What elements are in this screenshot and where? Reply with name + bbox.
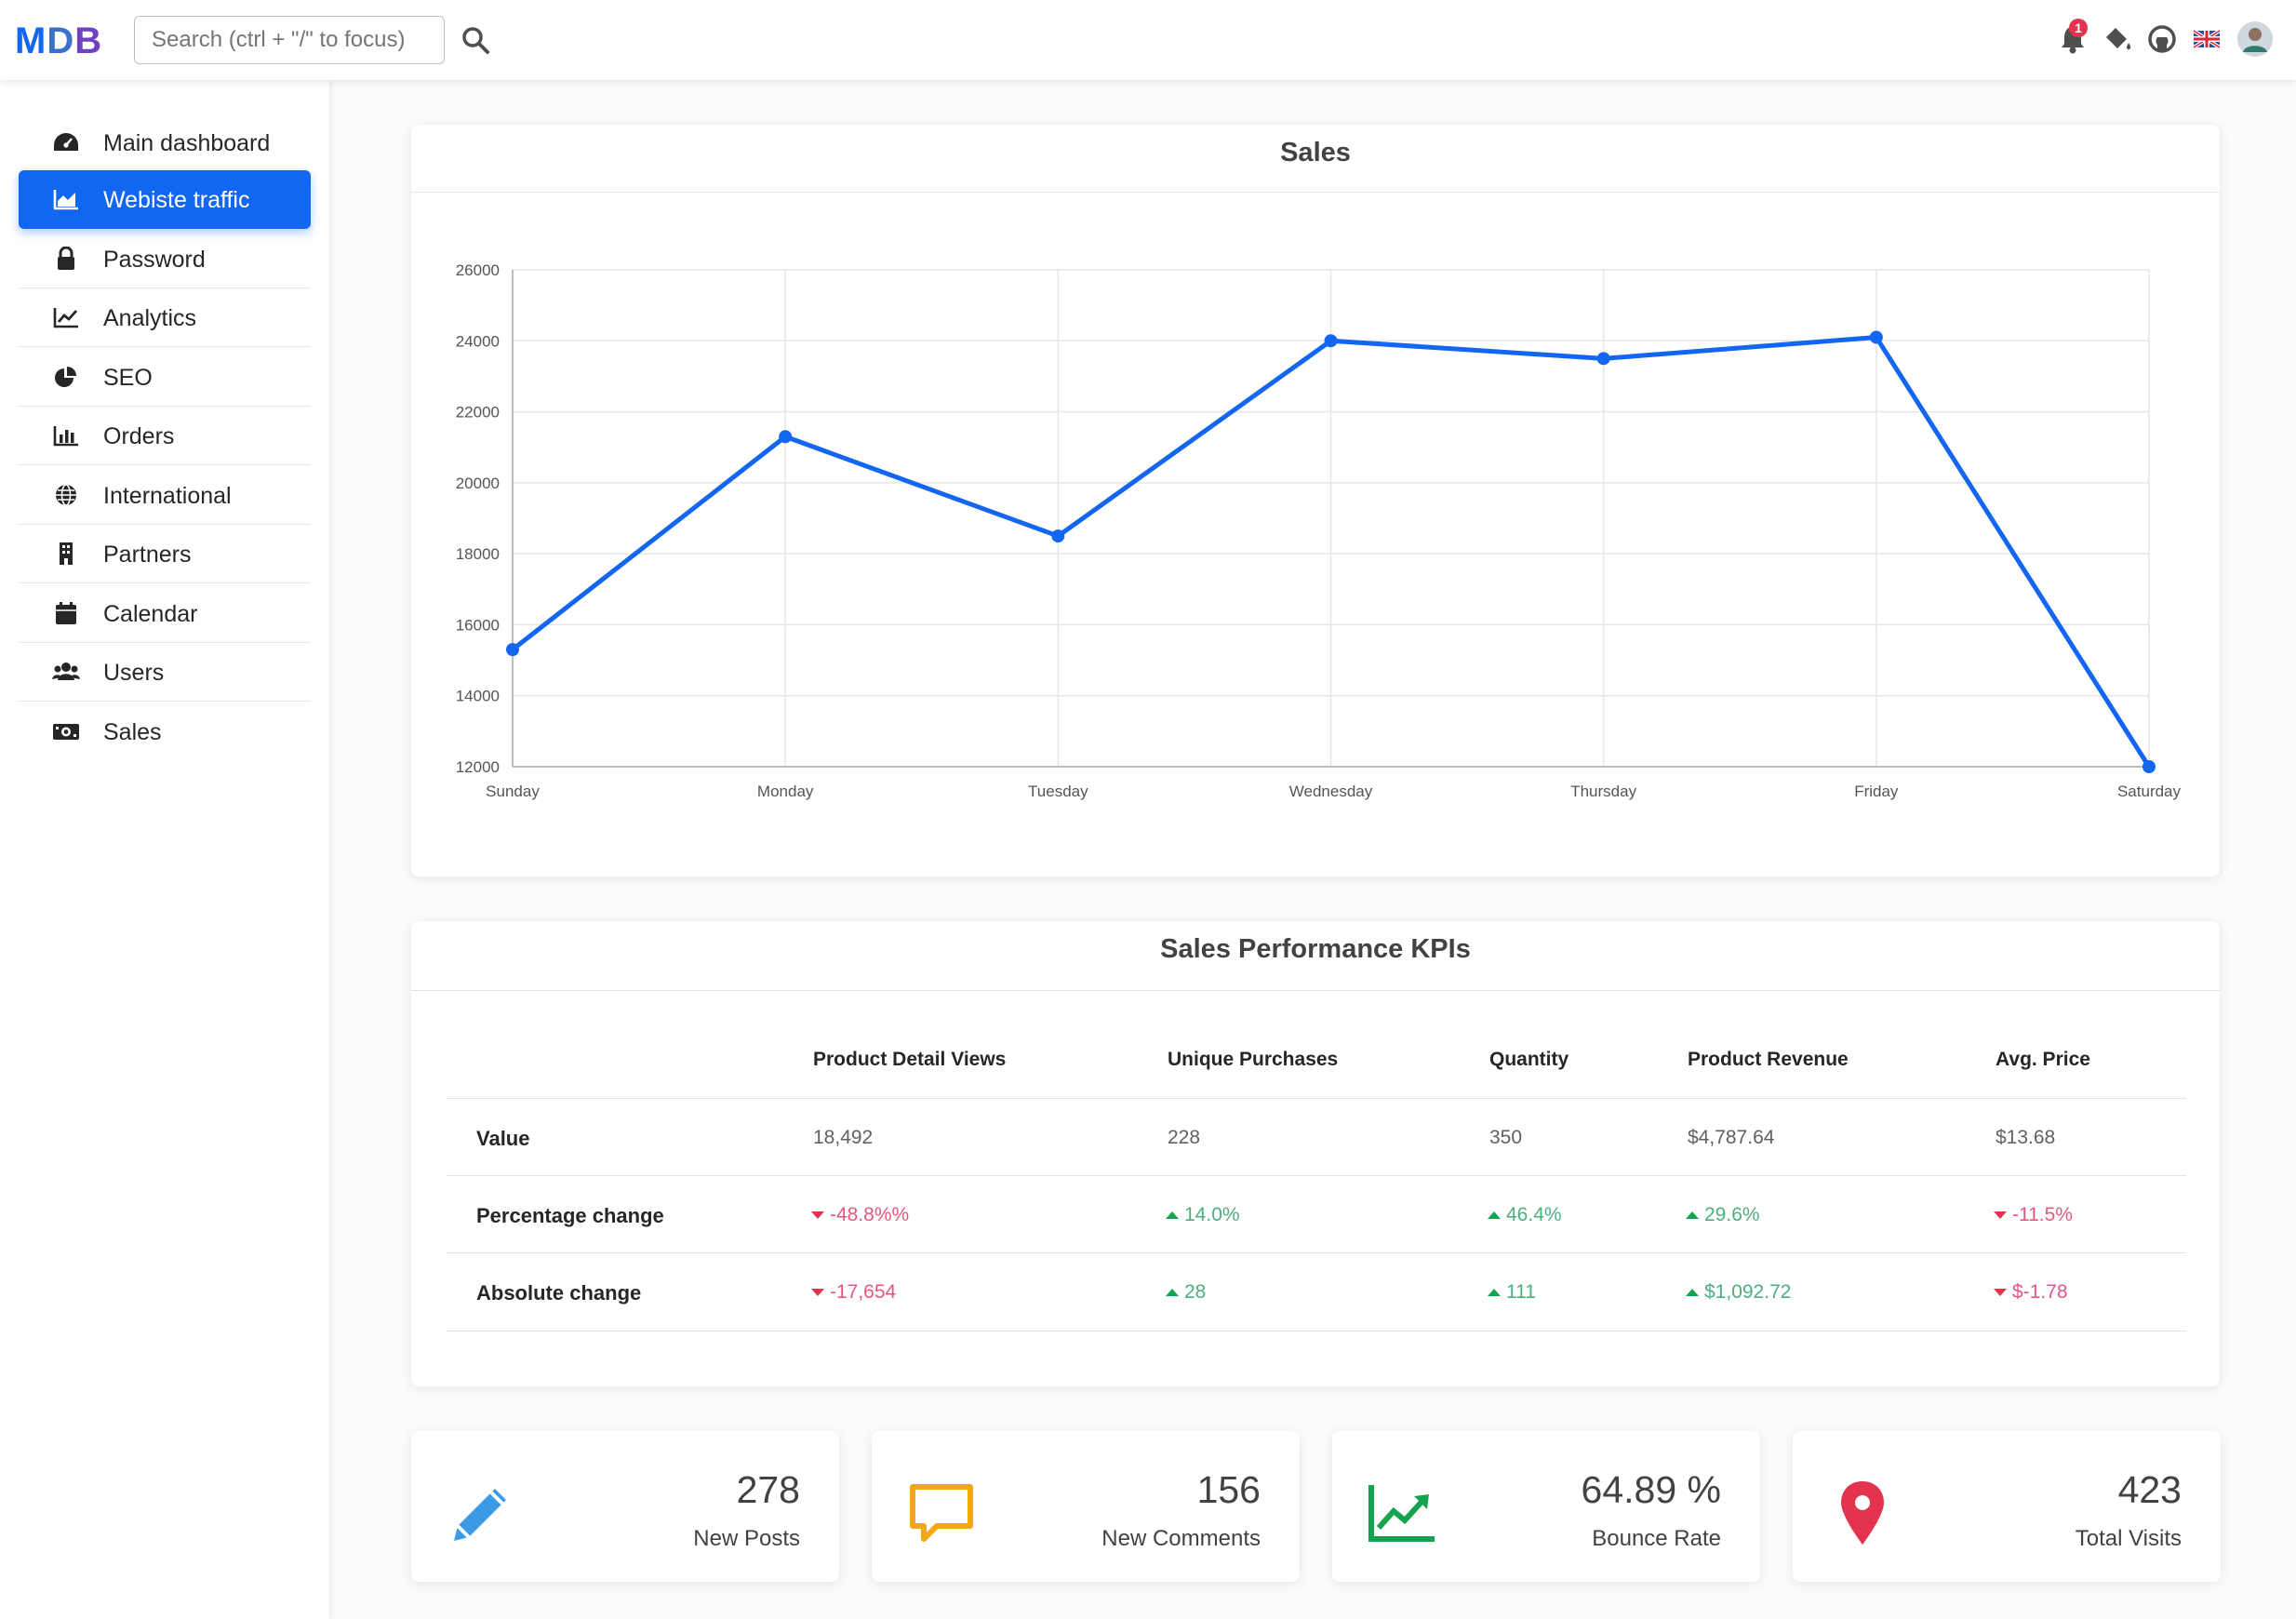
map-marker-icon — [1841, 1481, 1884, 1545]
stat-value: 64.89 % — [1581, 1468, 1721, 1511]
top-navbar: MDB 1 — [0, 0, 2296, 80]
gauge-icon — [54, 133, 78, 151]
caret-down-icon — [1994, 1211, 2007, 1220]
table-divider — [447, 1175, 2186, 1176]
table-cell: $13.68 — [1996, 1127, 2056, 1148]
stat-label: Total Visits — [2075, 1526, 2182, 1551]
sidebar-item-users[interactable]: Users — [19, 643, 311, 702]
table-cell: -17,654 — [811, 1281, 896, 1304]
table-cell: $4,787.64 — [1688, 1127, 1775, 1148]
divider — [411, 192, 2220, 193]
sidebar-item-partners[interactable]: Partners — [19, 525, 311, 583]
comment-icon — [910, 1484, 973, 1542]
sidebar-item-international[interactable]: International — [19, 466, 311, 525]
building-icon — [60, 542, 73, 565]
notification-badge: 1 — [2069, 19, 2088, 37]
kpi-card: Sales Performance KPIs — [411, 921, 2220, 1386]
caret-down-icon — [811, 1211, 824, 1220]
caret-up-icon — [1166, 1289, 1179, 1297]
stat-card-bounce-rate[interactable]: 64.89 % Bounce Rate — [1332, 1431, 1760, 1582]
sidebar-item-website-traffic[interactable]: Webiste traffic — [19, 170, 311, 229]
sidebar: Main dashboard Webiste traffic Password … — [0, 80, 329, 1619]
sidebar-item-orders[interactable]: Orders — [19, 407, 311, 465]
search-input[interactable] — [134, 16, 445, 64]
sidebar-item-password[interactable]: Password — [19, 230, 311, 288]
sales-card-title: Sales — [1280, 138, 1351, 167]
caret-down-icon — [811, 1289, 824, 1297]
bar-chart-icon — [53, 426, 78, 447]
row-label-value: Value — [476, 1127, 530, 1150]
caret-up-icon — [1686, 1211, 1699, 1220]
table-cell: 18,492 — [813, 1127, 874, 1148]
row-label-absolute-change: Absolute change — [476, 1281, 642, 1305]
table-cell: -11.5% — [1994, 1204, 2073, 1226]
mdb-logo[interactable]: MDB — [15, 20, 103, 61]
sidebar-item-seo[interactable]: SEO — [19, 348, 311, 407]
stat-value: 423 — [2117, 1468, 2182, 1511]
calendar-icon — [56, 602, 76, 624]
pencil-icon — [454, 1489, 506, 1541]
sidebar-item-calendar[interactable]: Calendar — [19, 584, 311, 643]
sidebar-item-main-dashboard[interactable]: Main dashboard — [19, 114, 311, 172]
pie-chart-icon — [55, 367, 76, 387]
users-icon — [52, 662, 80, 680]
search-icon[interactable] — [460, 24, 491, 56]
caret-up-icon — [1488, 1211, 1501, 1220]
table-cell: $1,092.72 — [1686, 1281, 1791, 1304]
avatar[interactable] — [2236, 20, 2274, 58]
stat-card-new-posts[interactable]: 278 New Posts — [411, 1431, 839, 1582]
stat-card-new-comments[interactable]: 156 New Comments — [872, 1431, 1300, 1582]
column-header-unique-purchases[interactable]: Unique Purchases — [1168, 1049, 1339, 1070]
stat-label: Bounce Rate — [1592, 1526, 1721, 1551]
table-cell: 14.0% — [1166, 1204, 1240, 1226]
column-header-quantity[interactable]: Quantity — [1489, 1049, 1569, 1070]
kpi-card-title: Sales Performance KPIs — [1160, 934, 1471, 964]
caret-up-icon — [1166, 1211, 1179, 1220]
caret-up-icon — [1686, 1289, 1699, 1297]
caret-down-icon — [1994, 1289, 2007, 1297]
sales-chart-card: Sales — [411, 125, 2220, 876]
area-chart-icon — [53, 190, 78, 210]
table-divider — [447, 1252, 2186, 1253]
github-icon[interactable] — [2145, 22, 2179, 56]
row-label-percentage-change: Percentage change — [476, 1204, 664, 1227]
table-cell: 28 — [1166, 1281, 1206, 1304]
lock-icon — [58, 247, 74, 270]
table-cell: 29.6% — [1686, 1204, 1760, 1226]
stat-value: 156 — [1196, 1468, 1261, 1511]
table-cell: $-1.78 — [1994, 1281, 2068, 1304]
paint-bucket-icon[interactable] — [2101, 22, 2134, 56]
column-header-product-detail-views[interactable]: Product Detail Views — [813, 1049, 1007, 1070]
column-header-product-revenue[interactable]: Product Revenue — [1688, 1049, 1849, 1070]
globe-icon — [56, 484, 76, 506]
table-cell: -48.8%% — [811, 1204, 909, 1226]
table-cell: 350 — [1489, 1127, 1523, 1148]
trend-up-icon — [1368, 1485, 1435, 1542]
table-cell: 111 — [1488, 1281, 1536, 1304]
stat-card-total-visits[interactable]: 423 Total Visits — [1793, 1431, 2221, 1582]
caret-up-icon — [1488, 1289, 1501, 1297]
column-header-avg-price[interactable]: Avg. Price — [1996, 1049, 2090, 1070]
line-chart-icon — [53, 308, 78, 328]
divider — [411, 990, 2220, 991]
table-cell: 228 — [1168, 1127, 1201, 1148]
stat-value: 278 — [736, 1468, 800, 1511]
stat-label: New Comments — [1101, 1526, 1261, 1551]
sidebar-item-sales[interactable]: Sales — [19, 702, 311, 761]
money-bill-icon — [53, 724, 79, 740]
table-divider — [447, 1098, 2186, 1099]
sidebar-item-analytics[interactable]: Analytics — [19, 288, 311, 347]
stat-label: New Posts — [693, 1526, 800, 1551]
table-cell: 46.4% — [1488, 1204, 1562, 1226]
uk-flag-icon[interactable] — [2190, 22, 2223, 56]
